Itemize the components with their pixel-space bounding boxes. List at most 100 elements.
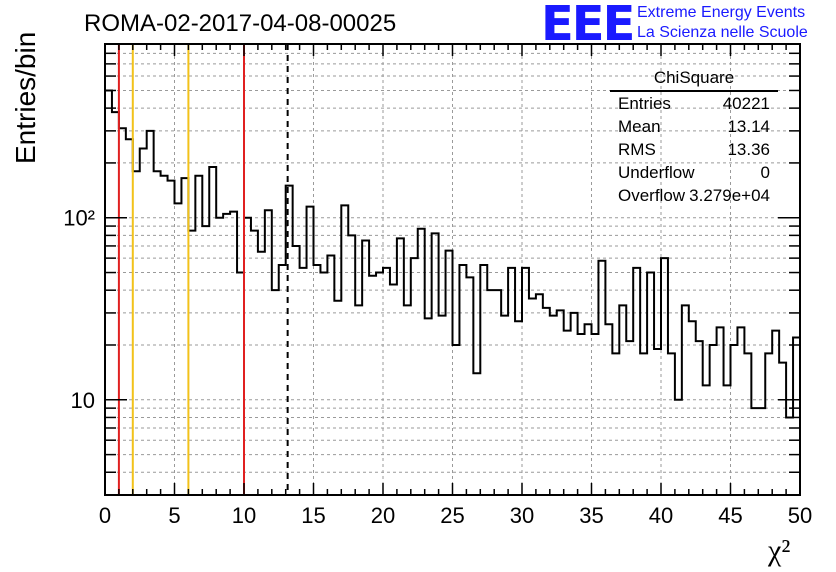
histogram-bin xyxy=(272,290,279,495)
histogram-bin xyxy=(647,273,654,495)
x-tick-label: 20 xyxy=(371,503,395,528)
vertical-marker-lines xyxy=(117,44,289,495)
stat-name-mean: Mean xyxy=(618,117,661,136)
histogram-bin xyxy=(251,231,258,495)
histogram-bin xyxy=(508,268,515,495)
histogram-bin xyxy=(209,167,216,495)
histogram-bin xyxy=(195,176,202,495)
histogram-bin xyxy=(710,345,717,495)
y-tick-label: 10² xyxy=(63,206,95,231)
histogram-bin xyxy=(473,373,480,495)
histogram-bin xyxy=(633,268,640,495)
histogram-bin xyxy=(355,305,362,495)
histogram-bin xyxy=(459,265,466,495)
histogram-bin xyxy=(668,353,675,495)
stats-title: ChiSquare xyxy=(653,68,735,87)
histogram-bin xyxy=(112,112,119,495)
histogram-bin xyxy=(202,226,209,495)
x-tick-label: 10 xyxy=(232,503,256,528)
histogram-bin xyxy=(369,276,376,495)
histogram-bin xyxy=(425,318,432,495)
histogram-bin xyxy=(418,229,425,495)
histogram-bin xyxy=(432,233,439,495)
y-axis-label: Entries/bin xyxy=(10,31,41,164)
histogram-bin xyxy=(466,277,473,495)
histogram-bin xyxy=(626,341,633,495)
histogram-bin xyxy=(161,176,168,495)
x-tick-labels: 0 5 10 15 20 25 30 35 40 45 50 xyxy=(99,503,812,528)
stat-name-entries: Entries xyxy=(618,94,671,113)
histogram-bin xyxy=(223,214,230,495)
histogram-bin xyxy=(300,268,307,495)
histogram-bin xyxy=(147,131,154,495)
histogram-bin xyxy=(557,310,564,495)
histogram-bin xyxy=(293,246,300,495)
histogram-bin xyxy=(772,331,779,495)
logo-line-2: La Scienza nelle Scuole xyxy=(637,24,808,41)
histogram-bin xyxy=(501,316,508,495)
histogram-outline xyxy=(104,89,801,495)
histogram-bin xyxy=(390,284,397,495)
histogram-bin xyxy=(515,321,522,495)
histogram-bin xyxy=(765,353,772,495)
histogram-bin xyxy=(619,305,626,495)
histogram-bin xyxy=(453,345,460,495)
histogram-bin xyxy=(605,324,612,495)
x-tick-label: 40 xyxy=(649,503,673,528)
histogram-bin xyxy=(793,337,800,495)
histogram-bin xyxy=(376,273,383,495)
stats-box: ChiSquare Entries 40221 Mean 13.14 RMS 1… xyxy=(610,66,778,212)
histogram-bin xyxy=(258,252,265,495)
histogram-bin xyxy=(404,305,411,495)
histogram-bin xyxy=(439,316,446,495)
x-tick-label: 25 xyxy=(440,503,464,528)
histogram-bin xyxy=(571,313,578,495)
histogram-bin xyxy=(216,218,223,495)
histogram-bin xyxy=(188,231,195,495)
histogram-bin xyxy=(564,331,571,495)
histogram-bin xyxy=(779,363,786,495)
histogram-bin xyxy=(689,321,696,495)
x-tick-label: 30 xyxy=(510,503,534,528)
histogram-bin xyxy=(696,341,703,495)
histogram-bin xyxy=(703,385,710,495)
histogram-bin xyxy=(397,238,404,495)
histogram xyxy=(104,89,801,495)
histogram-bin xyxy=(751,408,758,495)
histogram-bin xyxy=(140,149,147,495)
histogram-bin xyxy=(682,305,689,495)
histogram-bin xyxy=(362,240,369,495)
histogram-bin xyxy=(168,181,175,495)
histogram-bin xyxy=(737,327,744,495)
x-tick-label: 5 xyxy=(168,503,180,528)
histogram-bin xyxy=(411,258,418,495)
histogram-bin xyxy=(348,235,355,495)
histogram-bin xyxy=(480,265,487,495)
histogram-bin xyxy=(592,334,599,495)
histogram-bin xyxy=(327,256,334,495)
plot-title: ROMA-02-2017-04-08-00025 xyxy=(84,10,397,37)
histogram-bin xyxy=(494,290,501,495)
histogram-bin xyxy=(731,345,738,495)
histogram-bin xyxy=(758,408,765,495)
histogram-bin xyxy=(181,178,188,495)
stat-value-overflow: 3.279e+04 xyxy=(689,186,770,205)
histogram-bin xyxy=(341,205,348,495)
histogram-bin xyxy=(334,301,341,495)
histogram-bin xyxy=(237,273,244,495)
histogram-bin xyxy=(612,353,619,495)
x-tick-label: 15 xyxy=(301,503,325,528)
histogram-bin xyxy=(126,139,133,495)
histogram-bin xyxy=(744,353,751,495)
x-tick-label: 50 xyxy=(788,503,812,528)
histogram-bin xyxy=(133,171,140,495)
histogram-bin xyxy=(786,417,793,495)
histogram-bin xyxy=(640,353,647,495)
y-tick-label: 10 xyxy=(71,388,95,413)
histogram-bin xyxy=(244,218,251,495)
histogram-bin xyxy=(320,273,327,495)
histogram-bin xyxy=(175,203,182,495)
histogram-bin xyxy=(119,128,126,495)
stats-separator xyxy=(610,90,778,92)
